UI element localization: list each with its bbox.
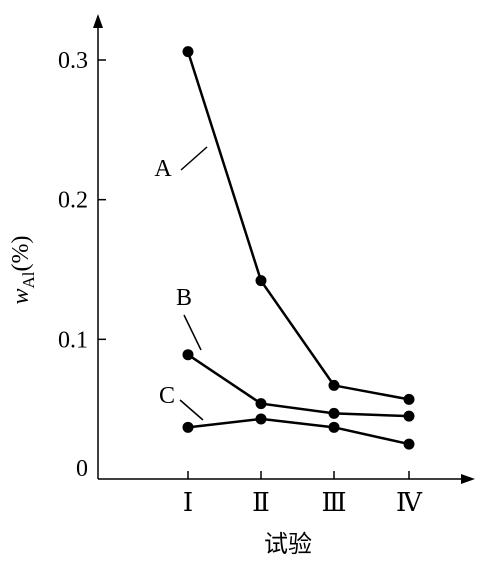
data-point xyxy=(255,398,267,410)
y-tick-label: 0 xyxy=(76,456,88,482)
y-axis-arrow xyxy=(93,14,103,28)
x-tick-label: Ⅰ xyxy=(183,488,193,517)
x-ticks: Ⅰ Ⅱ Ⅲ Ⅳ xyxy=(183,471,423,517)
x-axis-title: 试验 xyxy=(264,531,312,558)
x-tick-label: Ⅱ xyxy=(252,488,270,517)
data-point xyxy=(255,275,267,287)
series-group: A B C xyxy=(154,46,415,450)
y-axis-title-sub: Al xyxy=(19,271,38,288)
y-tick-label: 0.1 xyxy=(58,327,88,353)
data-point xyxy=(182,421,194,433)
series-B: B xyxy=(176,285,415,422)
data-point xyxy=(182,349,194,361)
series-label-leader xyxy=(180,146,208,171)
data-point xyxy=(182,46,194,58)
series-label-leader xyxy=(183,314,202,351)
y-axis-title-main: w xyxy=(8,288,34,304)
data-point xyxy=(328,379,340,391)
data-point xyxy=(328,421,340,433)
data-point xyxy=(255,413,267,425)
series-C: C xyxy=(159,383,415,450)
data-point xyxy=(403,393,415,405)
x-axis-arrow xyxy=(461,474,475,484)
x-tick-label: Ⅲ xyxy=(321,488,346,517)
y-ticks: 0 0.1 0.2 0.3 xyxy=(58,48,106,482)
y-tick-label: 0.2 xyxy=(58,188,88,214)
series-label: B xyxy=(176,285,192,311)
series-A: A xyxy=(154,46,415,405)
series-label-leader xyxy=(179,399,204,421)
y-axis-title-unit: (%) xyxy=(8,236,34,272)
series-label: C xyxy=(159,383,175,409)
y-tick-label: 0.3 xyxy=(58,48,88,74)
data-point xyxy=(403,410,415,422)
x-tick-label: Ⅳ xyxy=(396,488,423,517)
series-line xyxy=(186,51,410,401)
data-point xyxy=(403,438,415,450)
series-line xyxy=(187,353,410,418)
data-point xyxy=(328,407,340,419)
y-axis-title: wAl(%) xyxy=(8,236,38,305)
series-label: A xyxy=(154,156,172,182)
series-line xyxy=(187,417,410,446)
